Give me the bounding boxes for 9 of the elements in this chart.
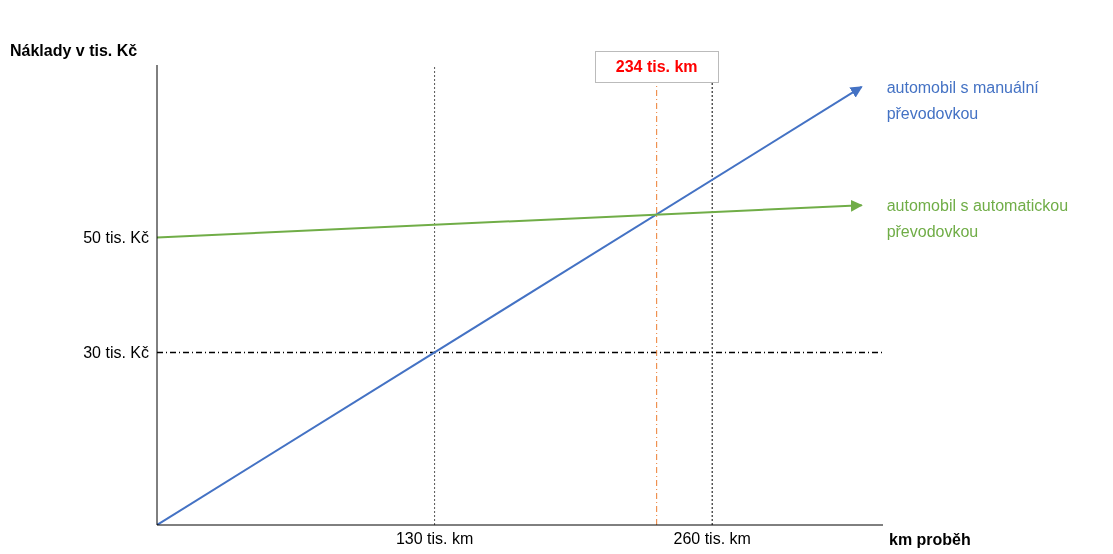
x-tick-label: 130 tis. km: [395, 530, 474, 548]
ref-line-label: 234 tis. km: [594, 51, 719, 83]
y-tick-label: 50 tis. Kč: [83, 229, 149, 247]
series-label: automobil s automatickou převodovkou: [886, 196, 1070, 243]
x-tick-label: 260 tis. km: [673, 530, 751, 548]
y-axis-title: Náklady v tis. Kč: [10, 42, 138, 60]
x-axis-title: km proběh: [889, 531, 971, 549]
series-label: automobil s manuální převodovkou: [886, 77, 1040, 124]
y-tick-label: 30 tis. Kč: [83, 344, 149, 362]
